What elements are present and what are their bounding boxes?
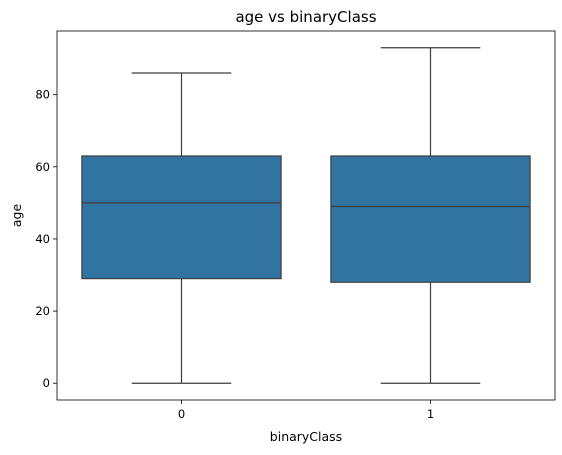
- y-tick-label: 60: [35, 160, 50, 174]
- y-tick-label: 20: [35, 304, 50, 318]
- y-tick-label: 0: [43, 376, 50, 390]
- y-axis-label: age: [9, 204, 24, 228]
- y-axis: 0 20 40 60 80: [35, 88, 57, 390]
- box-group-0: [81, 72, 282, 384]
- x-axis-label: binaryClass: [270, 429, 342, 444]
- y-tick-label: 80: [35, 88, 50, 102]
- plot-area: [81, 47, 531, 384]
- x-tick-label: 1: [427, 407, 434, 421]
- plot-frame: [56, 30, 556, 401]
- box-group-1: [330, 47, 531, 384]
- box-0: [81, 155, 282, 280]
- y-tick-label: 40: [35, 232, 50, 246]
- chart-title: age vs binaryClass: [235, 8, 376, 26]
- box-1: [330, 155, 531, 283]
- x-tick-label: 0: [178, 407, 185, 421]
